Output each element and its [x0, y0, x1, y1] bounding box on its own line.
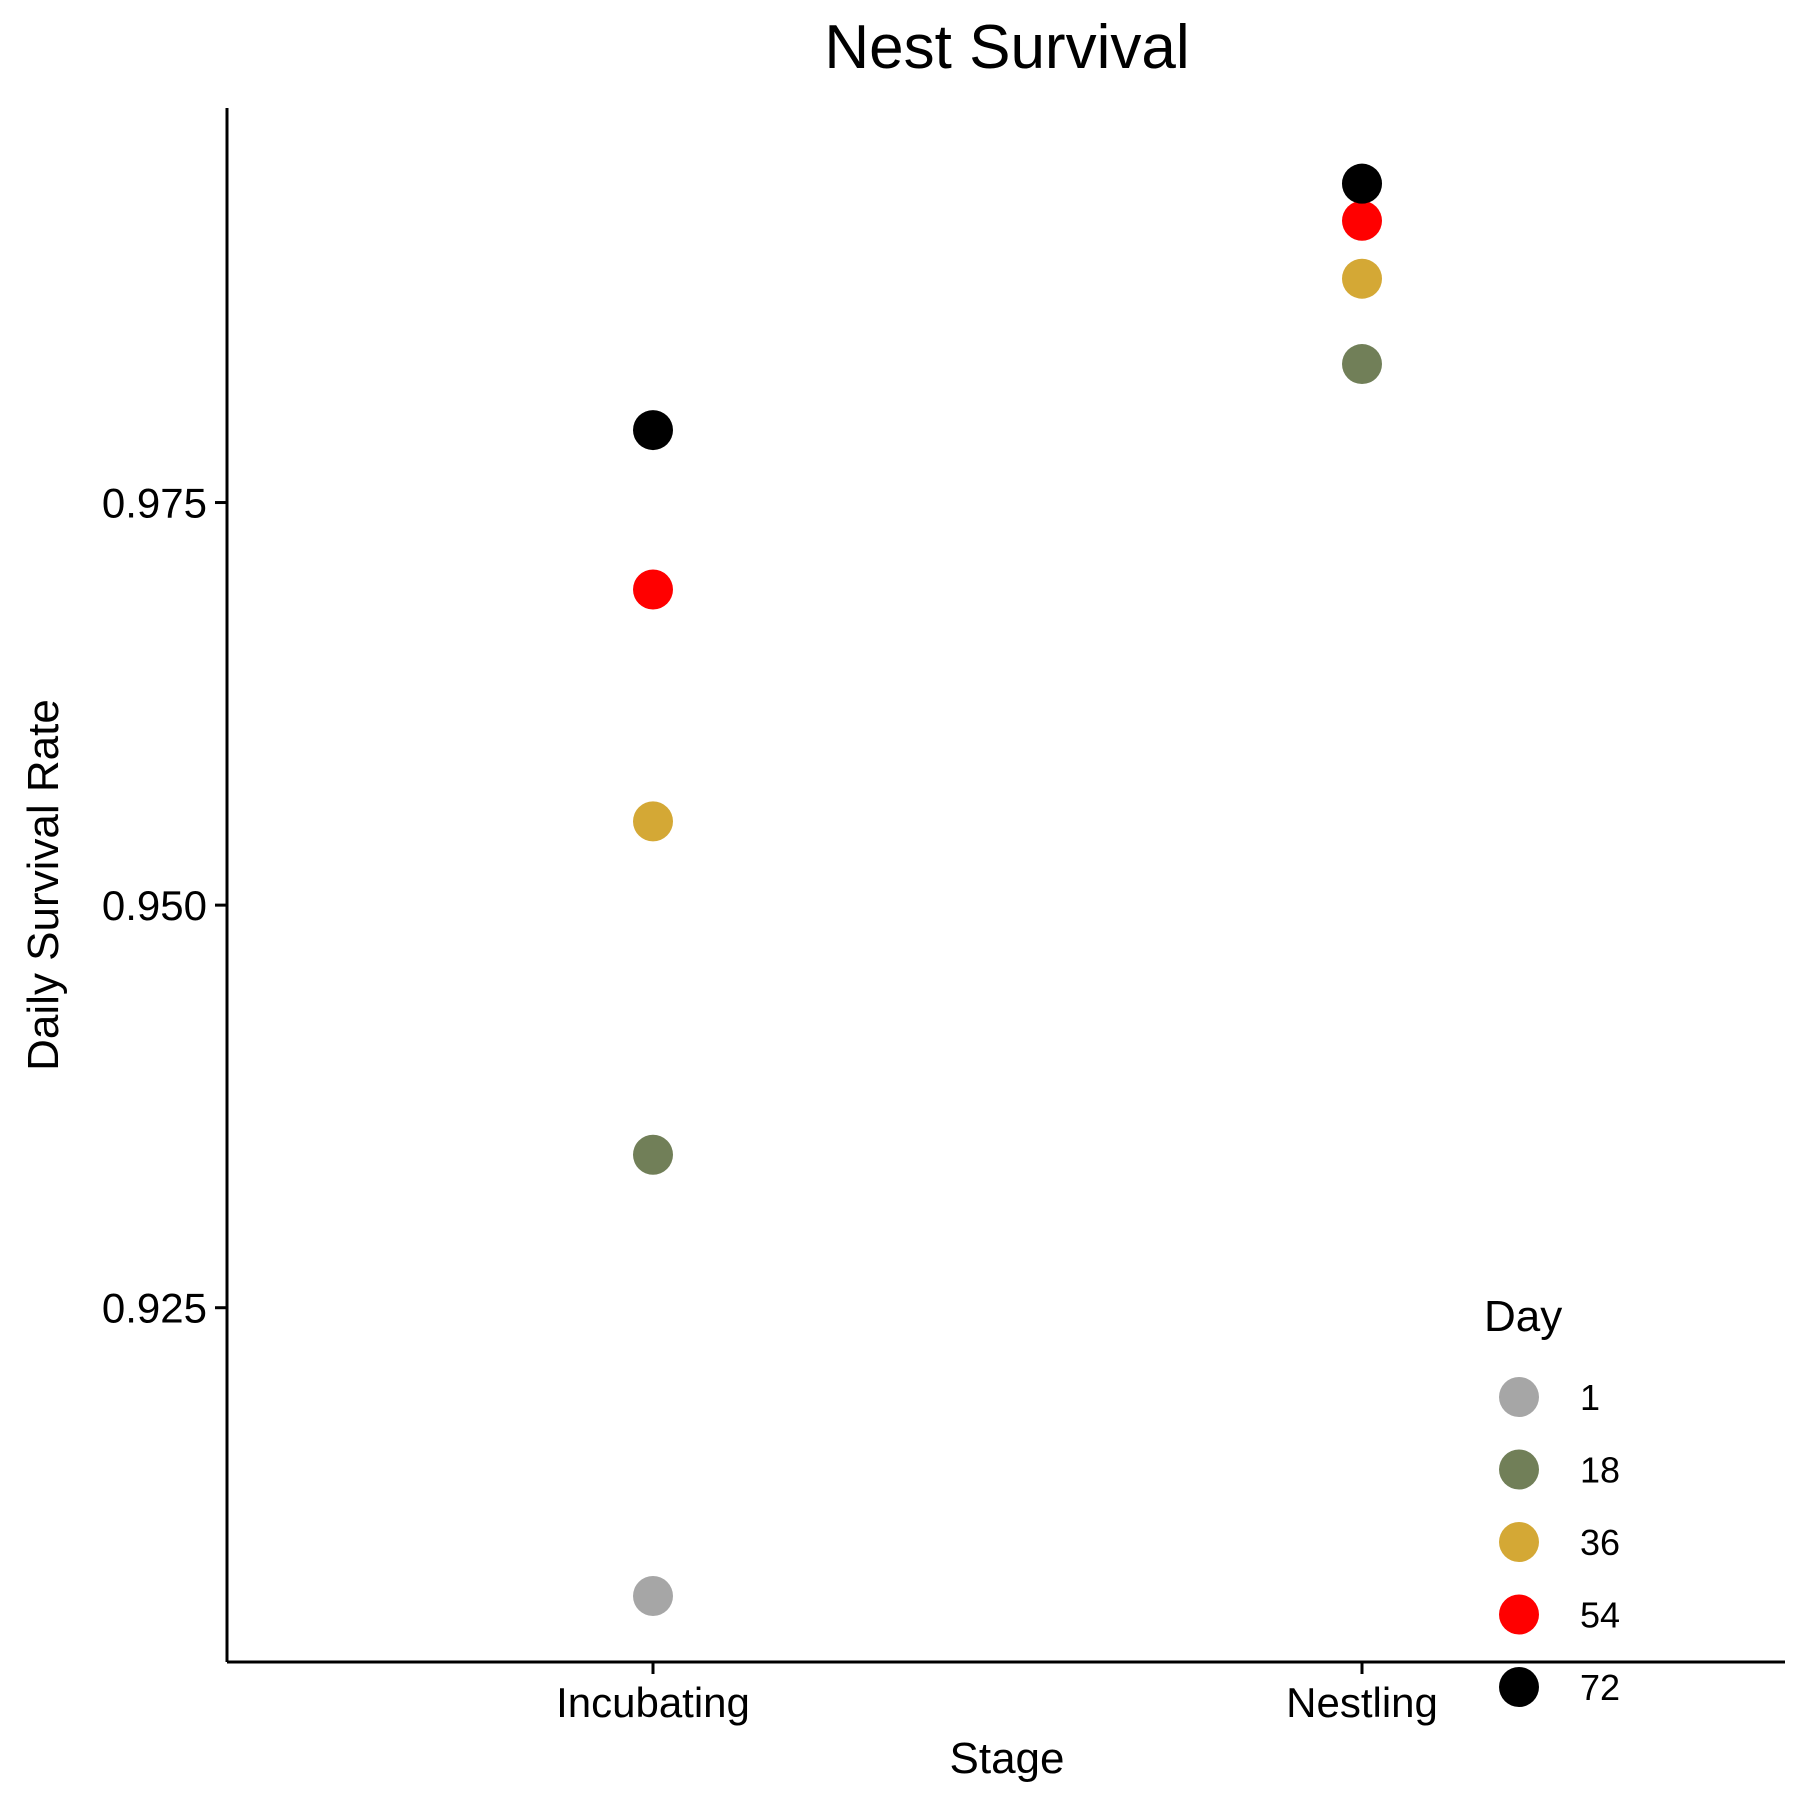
x-tick-label: Nestling [1286, 1679, 1438, 1726]
legend-key [1499, 1522, 1539, 1562]
x-ticks: Incubating Nestling [556, 1662, 1438, 1726]
legend-title: Day [1484, 1292, 1562, 1341]
chart-title: Nest Survival [824, 13, 1189, 82]
legend-label: 72 [1580, 1667, 1620, 1708]
x-tick-label: Incubating [556, 1679, 750, 1726]
data-point [633, 569, 673, 610]
legend-key [1499, 1377, 1539, 1417]
x-axis-title: Stage [950, 1734, 1065, 1783]
data-point [633, 801, 673, 842]
data-point [633, 1575, 673, 1616]
data-point [633, 1134, 673, 1175]
legend-label: 18 [1580, 1450, 1620, 1491]
data-points [633, 163, 1382, 1616]
y-axis-title: Daily Survival Rate [19, 699, 68, 1071]
legend-label: 1 [1580, 1377, 1600, 1418]
legend: Day 1 18 36 54 72 [1484, 1292, 1620, 1708]
y-tick-label: 0.925 [102, 1285, 207, 1332]
y-tick-label: 0.950 [102, 882, 207, 929]
legend-label: 36 [1580, 1522, 1620, 1563]
data-point [1342, 200, 1382, 241]
y-tick-label: 0.975 [102, 480, 207, 527]
legend-items: 1 18 36 54 72 [1499, 1377, 1620, 1708]
legend-key [1499, 1449, 1539, 1490]
y-ticks: 0.925 0.950 0.975 [102, 480, 227, 1332]
data-point [1342, 344, 1382, 385]
legend-key [1499, 1667, 1539, 1707]
data-point [1342, 163, 1382, 204]
data-point [1342, 258, 1382, 299]
data-point [633, 410, 673, 451]
legend-key [1499, 1594, 1539, 1635]
legend-label: 54 [1580, 1595, 1620, 1636]
